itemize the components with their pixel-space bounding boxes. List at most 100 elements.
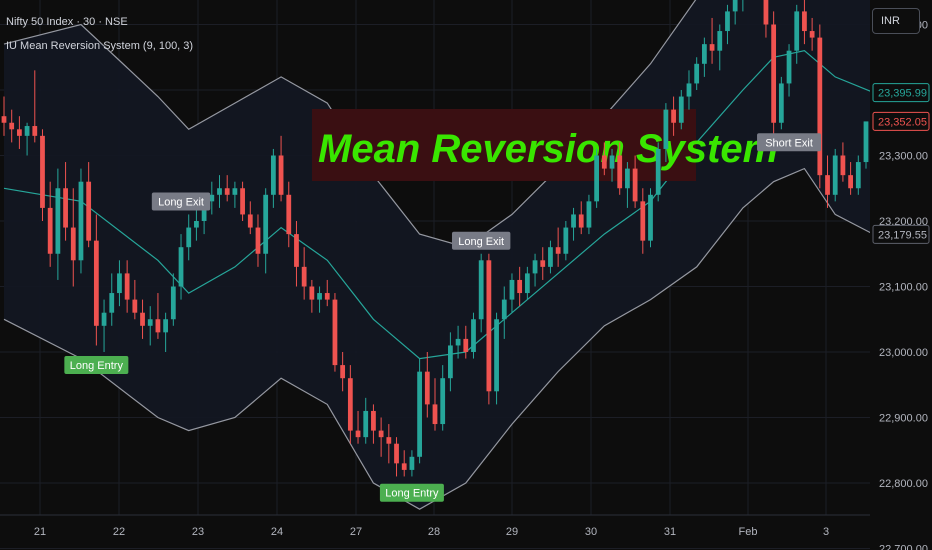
candle-body: [332, 299, 338, 366]
signal-box: [757, 133, 822, 152]
candle: [686, 70, 692, 110]
candlestick-series: [1, 0, 869, 477]
candle: [863, 121, 869, 169]
candle: [655, 142, 661, 202]
candle-body: [394, 443, 399, 464]
candle-body: [194, 221, 199, 228]
candle-body: [209, 194, 215, 202]
lower-band-line: [3, 167, 874, 510]
candle: [163, 312, 169, 352]
candle: [40, 129, 45, 221]
symbol-legend[interactable]: Nifty 50 Index · 30 · NSE: [6, 16, 128, 28]
candle: [601, 142, 607, 176]
signal-exit: Short Exit: [757, 133, 822, 152]
candle: [424, 352, 430, 418]
candle: [347, 365, 353, 444]
candle: [802, 0, 807, 45]
candle-body: [363, 410, 369, 438]
time-tick-label: 21: [34, 526, 46, 538]
price-axis[interactable]: 23,700.0023,500.0023,300.0023,200.0023,1…: [870, 0, 932, 550]
candle-body: [378, 430, 384, 438]
signal-box: [379, 483, 444, 502]
candle-body: [355, 430, 361, 438]
candle-body: [93, 240, 99, 326]
candle-body: [155, 319, 161, 333]
candle-body: [732, 0, 738, 12]
candle: [70, 188, 76, 287]
candle-body: [563, 227, 569, 254]
candle-body: [163, 319, 169, 333]
price-tag-label: 23,352.05: [878, 116, 927, 128]
time-tick-label: 27: [350, 526, 362, 538]
candle: [101, 299, 107, 352]
candle: [648, 188, 653, 248]
candle: [317, 286, 322, 313]
candle-body: [440, 378, 446, 425]
trade-signals: Long Entry Long Exit Long Entry Long Exit Sh…: [64, 133, 822, 502]
candle-body: [340, 365, 346, 379]
banner-background: [312, 109, 696, 181]
candle: [355, 410, 361, 444]
candle: [409, 450, 415, 477]
candle-body: [401, 463, 407, 470]
candle: [486, 253, 492, 405]
signal-label: Short Exit: [765, 137, 813, 149]
candle-body: [371, 410, 376, 431]
candle-body: [109, 293, 115, 313]
candle-body: [9, 122, 15, 130]
banner-title: Mean Reversion System: [318, 127, 778, 171]
signal-long: Long Entry: [64, 356, 129, 374]
time-axis[interactable]: 21 22 23 24 27 28 29 30 31 Feb 3: [0, 514, 870, 538]
candle: [771, 11, 777, 136]
candle-body: [640, 201, 646, 241]
candle-body: [32, 126, 38, 136]
candle: [455, 325, 461, 359]
candle-body: [140, 312, 145, 326]
candle-body: [286, 194, 292, 235]
banner: Mean Reversion System: [312, 109, 778, 181]
candle-body: [101, 312, 107, 326]
time-tick-label: 3: [823, 526, 829, 538]
candle: [832, 148, 838, 202]
indicator-legend[interactable]: IU Mean Reversion System (9, 100, 3): [6, 40, 194, 52]
price-tag-last: [872, 111, 930, 131]
candle-body: [417, 371, 422, 457]
candle: [855, 155, 861, 195]
candle-body: [301, 266, 307, 287]
candle-body: [632, 168, 638, 202]
candle: [47, 181, 53, 267]
candle-body: [609, 155, 615, 169]
candle-body: [1, 116, 7, 123]
candle-body: [247, 214, 253, 228]
currency-button[interactable]: INR: [872, 8, 920, 34]
candle-body: [601, 155, 607, 169]
candle-body: [78, 181, 84, 261]
candle: [763, 0, 769, 38]
candle: [501, 286, 507, 339]
candle-body: [494, 319, 499, 392]
candle-body: [671, 109, 676, 123]
candle: [809, 17, 815, 51]
candle: [378, 417, 384, 457]
candle-body: [463, 338, 469, 352]
candle-body: [809, 31, 815, 38]
candle: [55, 168, 61, 280]
candle: [578, 201, 584, 235]
candle: [471, 312, 476, 359]
candle-body: [517, 279, 523, 294]
price-tick-label: 23,100.00: [879, 282, 928, 294]
price-axis-bg: [870, 0, 932, 515]
candle-body: [170, 286, 176, 320]
candle: [332, 293, 338, 372]
candle: [109, 273, 115, 326]
candle-body: [648, 194, 653, 241]
price-tag-mid: [872, 83, 930, 103]
price-tick-label: 22,700.00: [879, 544, 928, 550]
signal-long: Long Entry: [379, 483, 444, 502]
candle: [524, 266, 530, 300]
candle-body: [255, 227, 261, 254]
candle: [63, 162, 68, 241]
candle-body: [478, 260, 484, 320]
price-tag-label: 23,179.55: [878, 229, 927, 241]
